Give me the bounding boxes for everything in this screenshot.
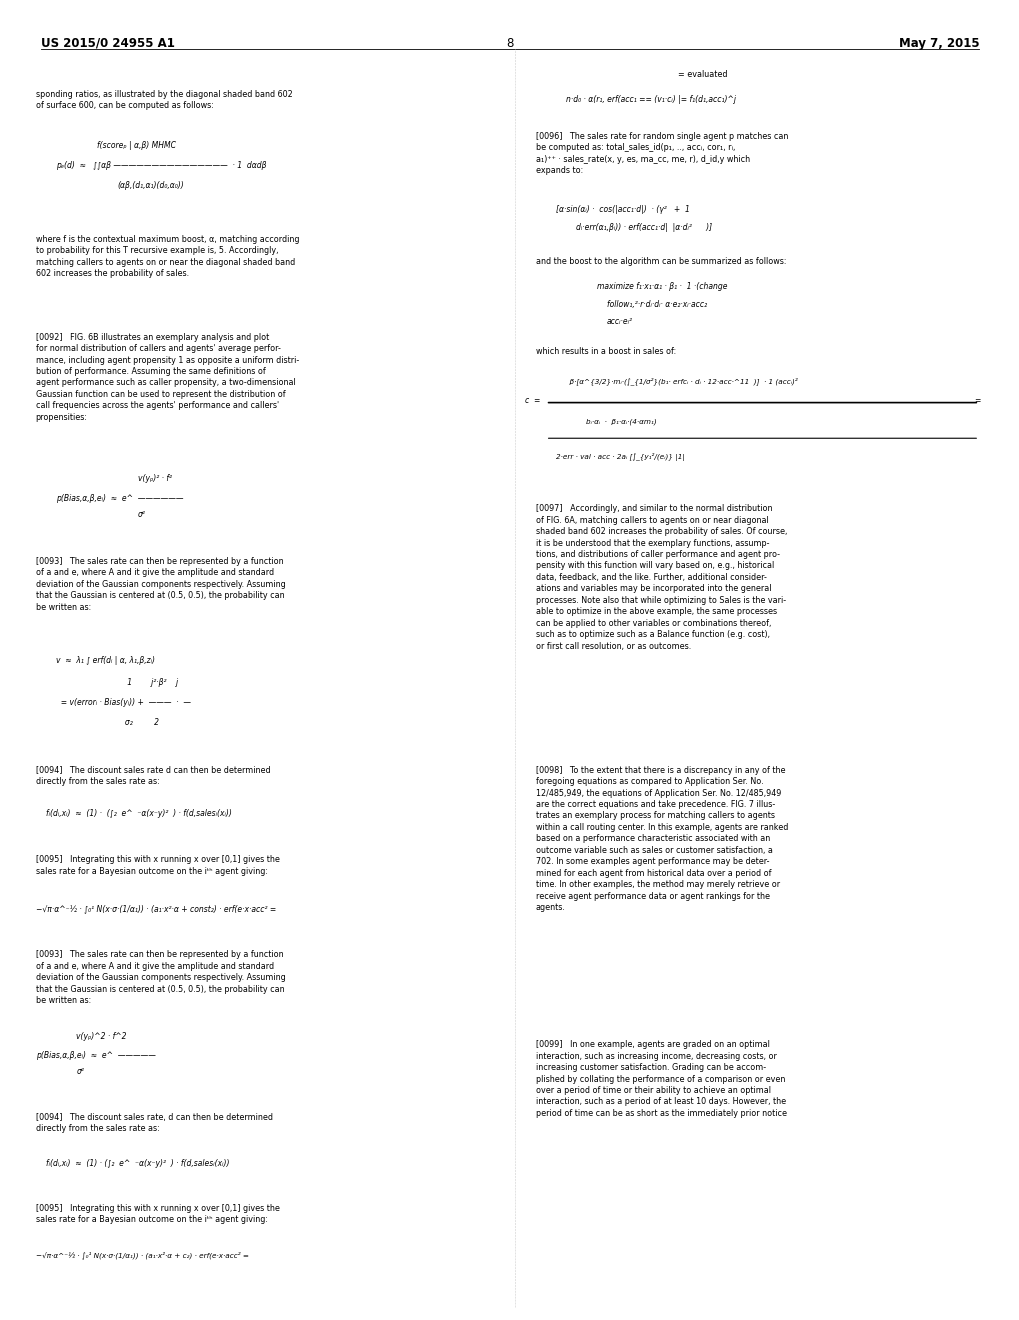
Text: [0094]   The discount sales rate d can then be determined
directly from the sale: [0094] The discount sales rate d can the…	[36, 766, 270, 785]
Text: [0095]   Integrating this with x running x over [0,1] gives the
sales rate for a: [0095] Integrating this with x running x…	[36, 1204, 279, 1224]
Text: 8: 8	[505, 37, 514, 50]
Text: US 2015/0 24955 A1: US 2015/0 24955 A1	[41, 37, 174, 50]
Text: [0099]   In one example, agents are graded on an optimal
interaction, such as in: [0099] In one example, agents are graded…	[535, 1040, 786, 1118]
Text: accᵢ·eᵢ²: accᵢ·eᵢ²	[606, 317, 632, 326]
Text: v(yₚ)² · f²: v(yₚ)² · f²	[138, 474, 171, 483]
Text: where f is the contextual maximum boost, α, matching according
to probability fo: where f is the contextual maximum boost,…	[36, 235, 299, 279]
Text: [0093]   The sales rate can then be represented by a function
of a and e, where : [0093] The sales rate can then be repres…	[36, 950, 285, 1006]
Text: −√π·α^⁻½ · ∫₀¹ N(x·σ·(1/α₁)) · (a₁·x²·α + c₂) · erf(e·x·acc² =: −√π·α^⁻½ · ∫₀¹ N(x·σ·(1/α₁)) · (a₁·x²·α …	[36, 1251, 249, 1259]
Text: and the boost to the algorithm can be summarized as follows:: and the boost to the algorithm can be su…	[535, 257, 786, 267]
Text: fᵢ(dᵢ,xᵢ)  ≈  (1) · (∫₂  e^  ⁻α(x⁻y)²  ) · f(d,salesᵢ(xᵢ)): fᵢ(dᵢ,xᵢ) ≈ (1) · (∫₂ e^ ⁻α(x⁻y)² ) · f(…	[46, 1159, 229, 1168]
Text: σ₂         2: σ₂ 2	[56, 718, 159, 727]
Text: pₑ(d)  ≈   ∫∫αβ ———————————————  · 1  dαdβ: pₑ(d) ≈ ∫∫αβ ——————————————— · 1 dαdβ	[56, 161, 266, 170]
Text: [0096]   The sales rate for random single agent p matches can
be computed as: to: [0096] The sales rate for random single …	[535, 132, 787, 176]
Text: = evaluated: = evaluated	[678, 70, 728, 79]
Text: [0095]   Integrating this with x running x over [0,1] gives the
sales rate for a: [0095] Integrating this with x running x…	[36, 855, 279, 875]
Text: −√π·α^⁻½ · ∫₀¹ N(x·σ·(1/α₁)) · (a₁·x²·α + const₂) · erf(e·x·acc² =: −√π·α^⁻½ · ∫₀¹ N(x·σ·(1/α₁)) · (a₁·x²·α …	[36, 904, 276, 913]
Text: p(Bias,α,β,eᵢ)  ≈  e^  —————: p(Bias,α,β,eᵢ) ≈ e^ —————	[36, 1051, 156, 1060]
Text: [0098]   To the extent that there is a discrepancy in any of the
foregoing equat: [0098] To the extent that there is a dis…	[535, 766, 787, 912]
Text: dᵢ·err(α₁,βᵢ)) · erf(acc₁·d|  |α·dᵢ²      )]: dᵢ·err(α₁,βᵢ)) · erf(acc₁·d| |α·dᵢ² )]	[576, 223, 711, 232]
Text: p(Bias,α,β,eᵢ)  ≈  e^  ——————: p(Bias,α,β,eᵢ) ≈ e^ ——————	[56, 494, 183, 503]
Text: (αβ,(d₁,α₁)(d₀,α₀)): (αβ,(d₁,α₁)(d₀,α₀))	[117, 181, 183, 190]
Text: [0094]   The discount sales rate, d can then be determined
directly from the sal: [0094] The discount sales rate, d can th…	[36, 1113, 272, 1133]
Text: maximize f₁·x₁·α₁ · β₁ ·  1 ·(change: maximize f₁·x₁·α₁ · β₁ · 1 ·(change	[596, 282, 727, 292]
Text: σ²: σ²	[138, 510, 146, 519]
Text: =: =	[973, 396, 979, 405]
Text: f(scoreₚ | α,β) MHMC: f(scoreₚ | α,β) MHMC	[97, 141, 175, 150]
Text: v(yₚ)^2 · f^2: v(yₚ)^2 · f^2	[76, 1032, 127, 1041]
Text: [0097]   Accordingly, and similar to the normal distribution
of FIG. 6A, matchin: [0097] Accordingly, and similar to the n…	[535, 504, 786, 651]
Text: v  ≈  λ₁ ∫ erf(dᵢ | α, λ₁,β,zᵢ): v ≈ λ₁ ∫ erf(dᵢ | α, λ₁,β,zᵢ)	[56, 656, 155, 665]
Text: c  =: c =	[525, 396, 540, 405]
Text: σ²: σ²	[76, 1067, 85, 1076]
Text: 2·err · val · acc · 2aᵢ [∫_{y₁²/(eᵢ)} |1|: 2·err · val · acc · 2aᵢ [∫_{y₁²/(eᵢ)} |1…	[555, 453, 684, 461]
Text: [0092]   FIG. 6B illustrates an exemplary analysis and plot
for normal distribut: [0092] FIG. 6B illustrates an exemplary …	[36, 333, 299, 422]
Text: follow₁,²·r·dᵢ·dᵢ· α·e₂·xᵢ·acc₂: follow₁,²·r·dᵢ·dᵢ· α·e₂·xᵢ·acc₂	[606, 300, 706, 309]
Text: May 7, 2015: May 7, 2015	[898, 37, 978, 50]
Text: [0093]   The sales rate can then be represented by a function
of a and e, where : [0093] The sales rate can then be repres…	[36, 557, 285, 612]
Text: β·[α^{3/2}·mᵢ·(∫_{1/σ²}(b₁· erfcᵢ · dᵢ · 12·acc·^11  )]  · 1 (accᵢ)²: β·[α^{3/2}·mᵢ·(∫_{1/σ²}(b₁· erfcᵢ · dᵢ ·…	[555, 378, 797, 385]
Text: sponding ratios, as illustrated by the diagonal shaded band 602
of surface 600, : sponding ratios, as illustrated by the d…	[36, 90, 292, 110]
Text: fᵢ(dᵢ,xᵢ)  ≈  (1) ·  (∫₂  e^  ⁻α(x⁻y)²  ) · f(d,salesᵢ(xᵢ)): fᵢ(dᵢ,xᵢ) ≈ (1) · (∫₂ e^ ⁻α(x⁻y)² ) · f(…	[46, 809, 231, 818]
Text: = v(errorᵢ · Bias(yᵢ)) +  ———  ·  —: = v(errorᵢ · Bias(yᵢ)) + ——— · —	[56, 698, 191, 708]
Text: bᵢ·αᵢ  ·  β₁·αᵢ·(4·αm₁): bᵢ·αᵢ · β₁·αᵢ·(4·αm₁)	[586, 418, 656, 425]
Text: which results in a boost in sales of:: which results in a boost in sales of:	[535, 347, 676, 356]
Text: 1        j²·β²    j: 1 j²·β² j	[56, 678, 178, 688]
Text: [α·sin(αᵢ) ·  cos(|acc₁·d|)  · (γ²   +  1: [α·sin(αᵢ) · cos(|acc₁·d|) · (γ² + 1	[555, 205, 689, 214]
Text: n·d₀ · α(r₁, erf(acc₁ == (v₁·cᵢ) |= f₁(d₁,acc₁)^j: n·d₀ · α(r₁, erf(acc₁ == (v₁·cᵢ) |= f₁(d…	[566, 95, 736, 104]
